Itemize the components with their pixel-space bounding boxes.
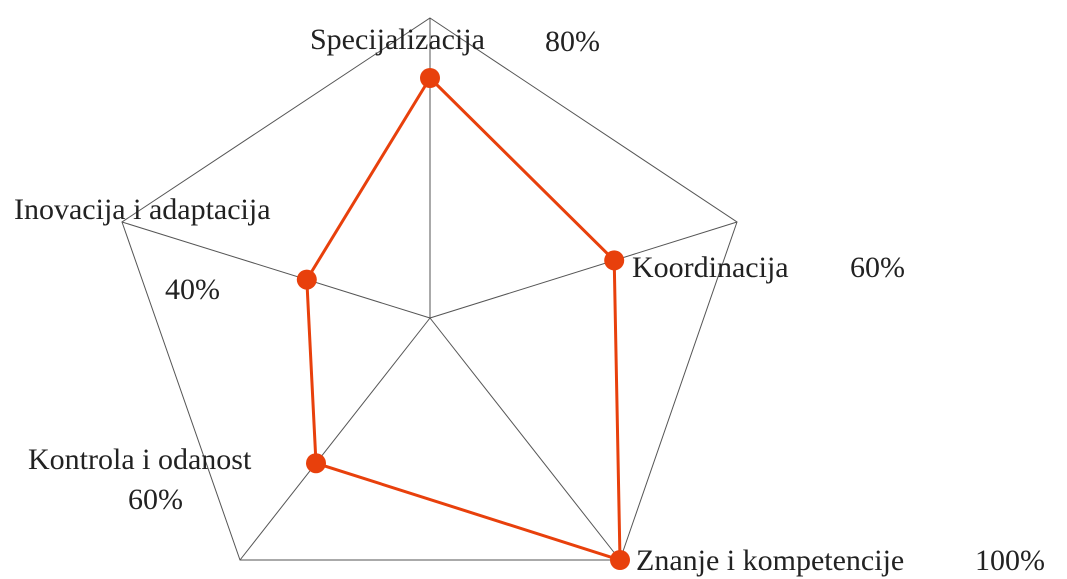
radar-axis	[429, 317, 621, 561]
radar-line	[305, 75, 622, 563]
radar-point	[306, 453, 326, 474]
category-label: Koordinacija	[632, 251, 789, 284]
radar-axis	[429, 221, 738, 319]
category-label: Specijalizacija	[310, 23, 485, 56]
value-label: 60%	[128, 483, 183, 516]
category-label: Inovacija i adaptacija	[14, 193, 271, 226]
radar-axis	[121, 221, 431, 319]
value-label: 40%	[165, 273, 220, 306]
value-label: 100%	[975, 544, 1045, 577]
radar-point	[610, 550, 630, 570]
radar-point	[296, 269, 317, 290]
radar-point	[420, 68, 440, 88]
category-label: Znanje i kompetencije	[636, 544, 904, 577]
radar-axis	[239, 317, 431, 561]
value-label: 60%	[850, 251, 905, 284]
value-label: 80%	[545, 25, 600, 58]
category-label: Kontrola i odanost	[28, 443, 252, 476]
radar-point	[604, 250, 625, 271]
radar-outline	[121, 17, 738, 561]
